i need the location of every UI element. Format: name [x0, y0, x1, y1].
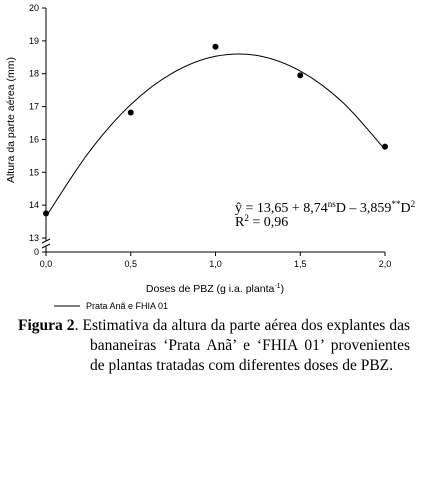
x-tick-label: 2,0 — [379, 259, 392, 269]
eq-part: D — [400, 201, 410, 216]
x-label-sup: -1 — [274, 283, 280, 290]
axis-break — [41, 243, 51, 249]
r2-sup: 2 — [244, 213, 249, 223]
x-label-text: Doses de PBZ (g i.a. planta — [146, 283, 275, 295]
y-tick-label: 20 — [29, 3, 39, 13]
legend-label: Prata Anã e FHIA 01 — [86, 301, 168, 311]
eq-sup: ns — [328, 199, 337, 209]
eq-sup: 2 — [411, 199, 416, 209]
x-axis-label: Doses de PBZ (g i.a. planta-1) — [146, 283, 284, 295]
data-point — [127, 109, 134, 116]
caption: Figura 2. Estimativa da altura da parte … — [18, 316, 410, 376]
data-point — [212, 43, 219, 50]
y-tick-label: 17 — [29, 102, 39, 112]
r-squared: R2 = 0,96 — [235, 213, 288, 230]
x-label-end: ) — [281, 283, 285, 295]
x-tick-label: 1,0 — [209, 259, 222, 269]
eq-sup: ** — [391, 199, 401, 209]
x-tick-label: 0,0 — [40, 259, 53, 269]
y-tick-label: 18 — [29, 69, 39, 79]
x-tick-label: 0,5 — [124, 259, 137, 269]
axis-break — [41, 238, 51, 244]
chart: Altura da parte aérea (mm) Doses de PBZ … — [5, 3, 415, 311]
y-tick-label: 14 — [29, 200, 39, 210]
y-tick-label: 16 — [29, 134, 39, 144]
caption-label: Figura 2 — [18, 317, 75, 334]
caption-text: . Estimativa da altura da parte aérea do… — [74, 317, 410, 374]
r2-part: = 0,96 — [249, 215, 288, 230]
y-tick-label: 0 — [34, 247, 39, 257]
y-tick-label: 15 — [29, 167, 39, 177]
y-axis-label: Altura da parte aérea (mm) — [5, 57, 17, 183]
y-tick-label: 19 — [29, 36, 39, 46]
data-point — [297, 72, 304, 79]
eq-part: ŷ = 13,65 + 8,74 — [235, 201, 328, 216]
eq-part: D – 3,859 — [336, 201, 392, 216]
x-tick-label: 1,5 — [294, 259, 307, 269]
y-tick-label: 13 — [29, 233, 39, 243]
r2-part: R — [235, 215, 245, 230]
equation: ŷ = 13,65 + 8,74nsD – 3,859**D2 — [235, 199, 415, 216]
fit-curve — [45, 53, 386, 217]
